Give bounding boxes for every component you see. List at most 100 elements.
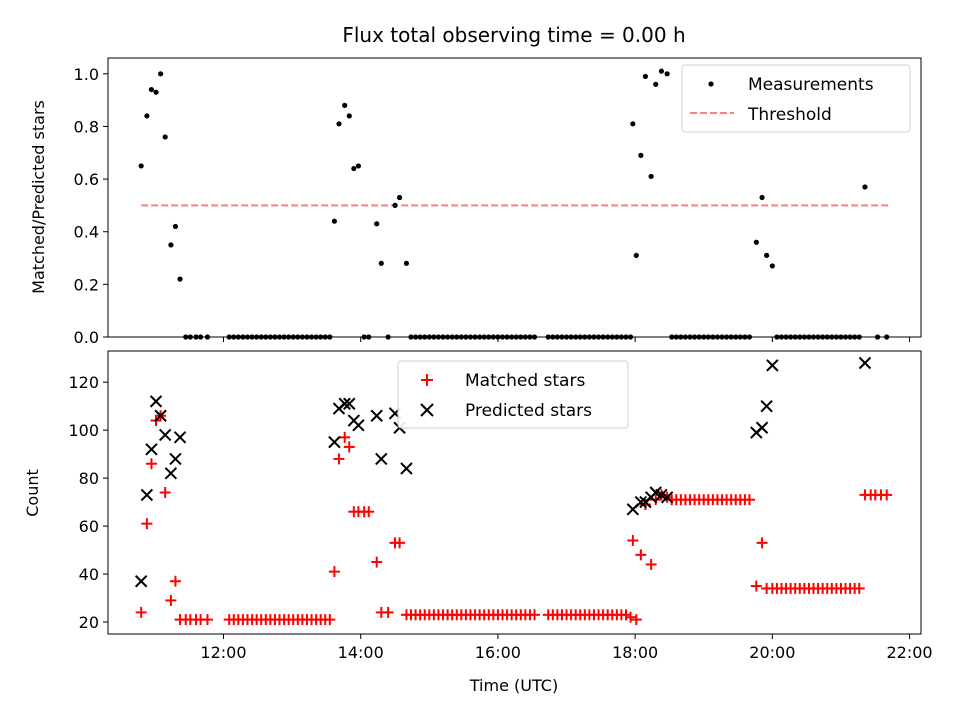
matched-stars-points: [135, 410, 893, 626]
measurement-point: [658, 68, 665, 74]
predicted-stars-points: [134, 356, 872, 588]
predicted-star-point: [370, 409, 383, 422]
measurement-point: [642, 73, 649, 80]
predicted-star-point: [140, 488, 154, 502]
measurement-point: [764, 252, 770, 259]
matched-star-point: [645, 558, 657, 570]
matched-star-point: [853, 582, 865, 594]
count-legend: Matched stars Predicted stars: [397, 360, 629, 429]
matched-star-point: [343, 441, 355, 453]
x-tick-label: 12:00: [200, 643, 246, 662]
measurement-point: [157, 71, 164, 77]
measurement-point: [331, 218, 338, 224]
legend-threshold-label: Threshold: [747, 105, 832, 125]
matched-star-point: [135, 606, 147, 618]
matched-star-point: [328, 566, 340, 578]
predicted-star-point: [169, 452, 182, 466]
matched-star-point: [371, 556, 383, 568]
measurement-point: [633, 252, 639, 259]
predicted-star-point: [634, 495, 648, 509]
matched-star-point: [529, 609, 541, 621]
ratio-y-tick-label: 0.6: [74, 170, 99, 189]
matched-star-point: [382, 606, 394, 618]
matched-star-point: [333, 453, 345, 465]
count-y-tick-label: 100: [68, 421, 99, 440]
measurement-point: [862, 184, 868, 190]
matched-star-point: [363, 506, 375, 518]
matched-star-point: [743, 494, 755, 506]
predicted-star-point: [145, 443, 158, 456]
matched-star-point: [881, 489, 893, 501]
x-tick-label: 18:00: [612, 643, 658, 662]
x-axis-label: Time (UTC): [469, 676, 558, 695]
measurement-point: [374, 221, 380, 227]
measurement-point: [638, 152, 644, 158]
legend-matched-label: Matched stars: [465, 371, 585, 391]
ratio-y-tick-label: 0.2: [74, 275, 99, 294]
predicted-star-point: [375, 452, 388, 466]
matched-star-point: [635, 549, 647, 561]
count-y-tick-label: 60: [79, 517, 99, 536]
matched-star-point: [165, 594, 177, 606]
measurement-point: [342, 102, 348, 108]
measurement-point: [177, 276, 183, 282]
measurement-point: [346, 113, 352, 119]
measurement-point: [336, 121, 342, 127]
ratio-y-tick-label: 0.8: [74, 117, 99, 136]
count-panel: 20 40 60 80 100 120 12:00 14:00 16:00 18:00 20:00 2…: [23, 350, 933, 695]
legend-matched-marker: [421, 374, 433, 386]
legend-measurements-marker: [708, 81, 714, 87]
measurement-point: [351, 165, 357, 172]
measurement-point: [664, 71, 670, 77]
measurement-point: [162, 134, 168, 140]
measurement-point: [392, 202, 398, 208]
matched-star-point: [756, 537, 768, 549]
measurement-point: [378, 260, 384, 266]
legend-predicted-label: Predicted stars: [465, 401, 592, 421]
ratio-panel-frame: [107, 57, 922, 338]
ratio-legend: Measurements Threshold: [681, 64, 911, 133]
matched-star-point: [394, 537, 406, 549]
ratio-legend-box: [681, 64, 911, 133]
chart-title: Flux total observing time = 0.00 h: [342, 23, 685, 47]
predicted-star-point: [760, 399, 773, 413]
legend-predicted-marker: [420, 403, 434, 417]
predicted-star-point: [343, 397, 356, 410]
predicted-star-point: [154, 409, 167, 422]
x-tick-label: 16:00: [475, 643, 521, 662]
count-y-tick-label: 80: [79, 469, 99, 488]
predicted-star-point: [858, 356, 872, 370]
matched-star-point: [627, 534, 639, 546]
measurement-point: [144, 113, 150, 119]
matched-star-point: [159, 487, 171, 498]
x-tick-label: 14:00: [338, 643, 384, 662]
predicted-star-point: [352, 419, 365, 432]
predicted-star-point: [134, 575, 148, 588]
predicted-star-point: [149, 395, 163, 408]
predicted-star-point: [158, 428, 172, 442]
measurement-point: [769, 263, 775, 269]
predicted-star-point: [338, 397, 351, 410]
predicted-star-point: [400, 462, 413, 475]
x-tick-label: 20:00: [749, 643, 795, 662]
predicted-star-point: [173, 431, 187, 444]
measurement-point: [753, 239, 759, 245]
measurement-point: [630, 121, 636, 127]
count-y-tick-label: 120: [68, 373, 99, 392]
x-tick-label: 22:00: [887, 643, 933, 662]
predicted-star-point: [660, 491, 674, 504]
count-panel-frame: [107, 350, 922, 635]
measurement-point: [148, 86, 155, 93]
matched-star-point: [324, 614, 336, 626]
matched-star-point: [750, 580, 762, 592]
predicted-star-point: [766, 359, 779, 372]
measurement-point: [355, 163, 362, 169]
predicted-star-point: [755, 421, 769, 434]
predicted-star-point: [328, 435, 341, 449]
predicted-star-point: [164, 467, 178, 480]
measurement-point: [168, 242, 174, 248]
count-legend-box: [397, 360, 629, 429]
ratio-y-tick-label: 1.0: [74, 65, 99, 84]
matched-star-point: [169, 575, 181, 587]
